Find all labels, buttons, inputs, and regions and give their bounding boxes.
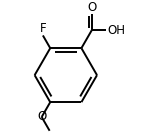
Text: O: O: [37, 111, 46, 123]
Text: F: F: [40, 22, 46, 35]
Text: O: O: [87, 1, 96, 14]
Text: OH: OH: [107, 24, 125, 37]
